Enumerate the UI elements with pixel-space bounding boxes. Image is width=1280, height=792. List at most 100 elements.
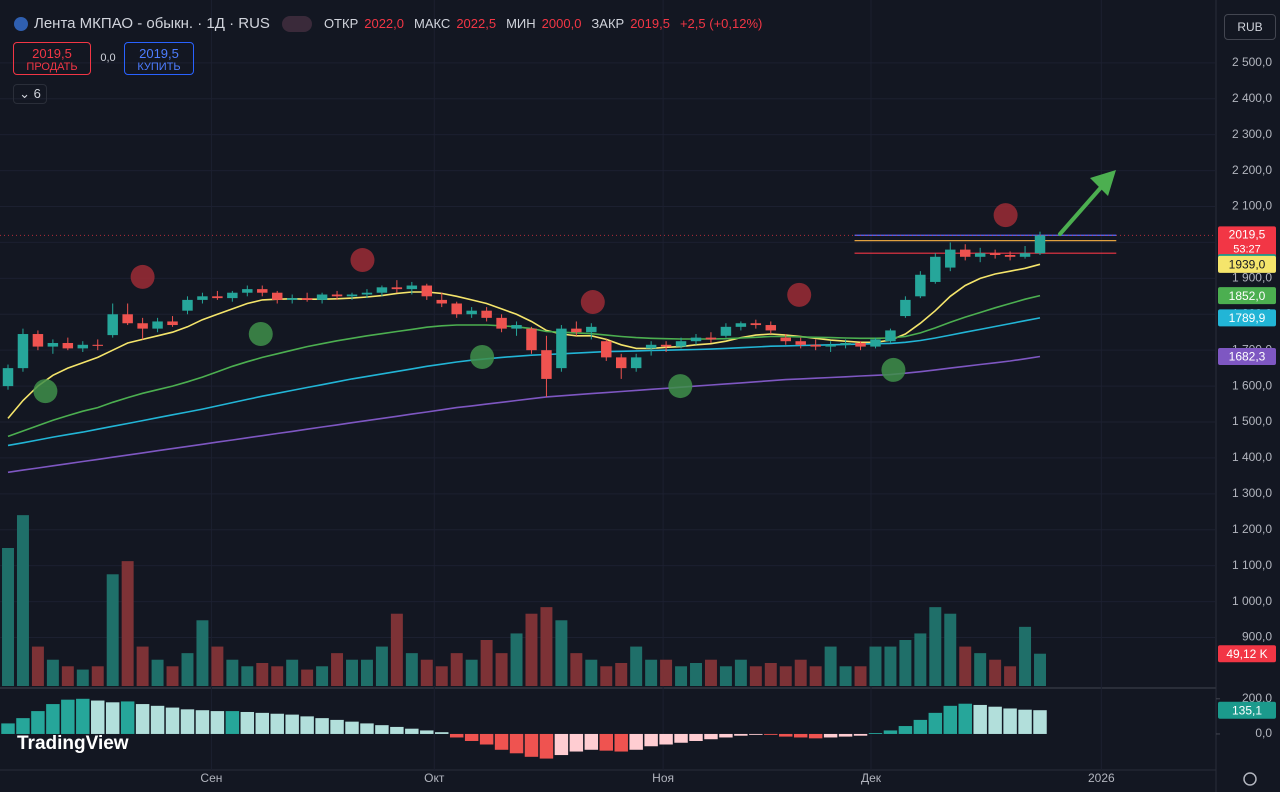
y-tick-label: 1 600,0 (1232, 378, 1272, 392)
candle-body (421, 285, 433, 297)
candle-body (331, 294, 343, 297)
volume-bar (600, 666, 613, 686)
volume-bar (375, 646, 388, 686)
candle-body (615, 357, 627, 369)
candle-body (974, 253, 986, 257)
candle-body (1019, 253, 1031, 257)
arrow (1058, 182, 1106, 236)
y-tick-label: 1 200,0 (1232, 522, 1272, 536)
candle-body (945, 249, 956, 268)
sell-button[interactable]: 2019,5 ПРОДАТЬ (13, 42, 91, 75)
volume-bar (316, 666, 329, 686)
volume-bar (749, 666, 762, 686)
volume-bar (555, 620, 568, 686)
ohlc-label: ЗАКР (591, 16, 625, 31)
candle-body (735, 323, 747, 327)
oscillator-bar (599, 733, 613, 751)
price-label: 1789,9 (1229, 311, 1266, 325)
y-tick-label: 2 300,0 (1232, 127, 1272, 141)
oscillator-bar (509, 733, 524, 754)
volume-bar (121, 561, 134, 686)
signal-marker (350, 248, 375, 273)
volume-bar (570, 653, 583, 686)
oscillator-bar (16, 718, 30, 734)
x-tick-label: 2026 (1088, 771, 1115, 785)
oscillator-bar (405, 728, 419, 734)
oscillator-bar (360, 723, 374, 734)
volume-label: 49,12 K (1226, 647, 1267, 661)
oscillator-bar (779, 733, 793, 737)
volume-bar (764, 663, 777, 686)
signal-marker (130, 264, 155, 289)
volume-bar (106, 574, 119, 686)
volume-bar (929, 607, 942, 686)
candle-body (660, 344, 672, 347)
volume-bar (510, 633, 523, 686)
candle-body (227, 292, 238, 299)
volume-bar (2, 548, 14, 686)
oscillator-bar (390, 726, 404, 734)
oscillator-bar (330, 719, 344, 734)
candle-body (316, 294, 328, 300)
signal-marker (33, 379, 58, 404)
oscillator-bar (823, 733, 838, 738)
oscillator-bar (838, 733, 853, 737)
candle-body (197, 296, 208, 300)
candle-body (242, 289, 253, 293)
volume-bar (675, 666, 688, 686)
symbol-title[interactable]: Лента МКПАО - обыкн. · 1Д · RUS (34, 15, 270, 32)
x-tick-label: Окт (424, 771, 445, 785)
candle-body (885, 330, 896, 342)
indicators-count: 6 (33, 86, 41, 101)
oscillator-bar (449, 733, 464, 738)
oscillator-bar (928, 712, 943, 734)
buy-button[interactable]: 2019,5 КУПИТЬ (124, 42, 194, 75)
brand-logo: TradingView (17, 733, 129, 754)
arrow-head (1090, 170, 1116, 196)
y-tick-label: 2 400,0 (1232, 91, 1272, 105)
moving-average (7, 317, 1041, 447)
oscillator-bar (150, 705, 165, 734)
oscillator-bar (31, 711, 45, 734)
change: +2,5 (+0,12%) (679, 16, 763, 31)
volume-bar (360, 659, 373, 686)
price-label-box (1218, 287, 1276, 305)
candle-body (571, 328, 582, 333)
candle-body (376, 287, 388, 293)
candle-body (556, 328, 567, 369)
volume-bar (31, 646, 44, 686)
candle-body (750, 323, 762, 326)
oscillator-bar (225, 711, 240, 734)
oscillator-bar (524, 733, 539, 757)
signal-marker (248, 322, 273, 347)
candle-body (47, 343, 59, 347)
oscillator-bar (554, 733, 569, 756)
candle-body (152, 321, 163, 329)
candle-body (630, 357, 642, 369)
oscillator-bar (135, 704, 150, 734)
signal-marker (668, 374, 693, 399)
candle-body (346, 294, 358, 297)
settings-icon[interactable] (1243, 772, 1257, 786)
oscillator-bar (195, 710, 210, 734)
oscillator-bar (285, 714, 299, 734)
candle-body (2, 368, 14, 387)
volume-bar (899, 640, 912, 686)
y-tick-label: 2 200,0 (1232, 163, 1272, 177)
oscillator-bar (1, 723, 15, 734)
price-label-box (1218, 348, 1276, 366)
volume-bar (1004, 666, 1017, 686)
volume-bar (151, 659, 164, 686)
price-label: 1852,0 (1229, 289, 1266, 303)
candle-body (451, 303, 462, 315)
candle-body (989, 253, 1001, 256)
indicators-toggle[interactable]: ⌄ 6 (13, 84, 47, 104)
candle-body (1034, 235, 1046, 254)
volume-bar (690, 663, 702, 686)
candle-body (795, 341, 806, 345)
candle-body (17, 334, 29, 369)
currency-button[interactable]: RUB (1224, 14, 1276, 40)
ohlc-value: 2022,0 (364, 16, 404, 31)
candle-body (720, 326, 732, 336)
